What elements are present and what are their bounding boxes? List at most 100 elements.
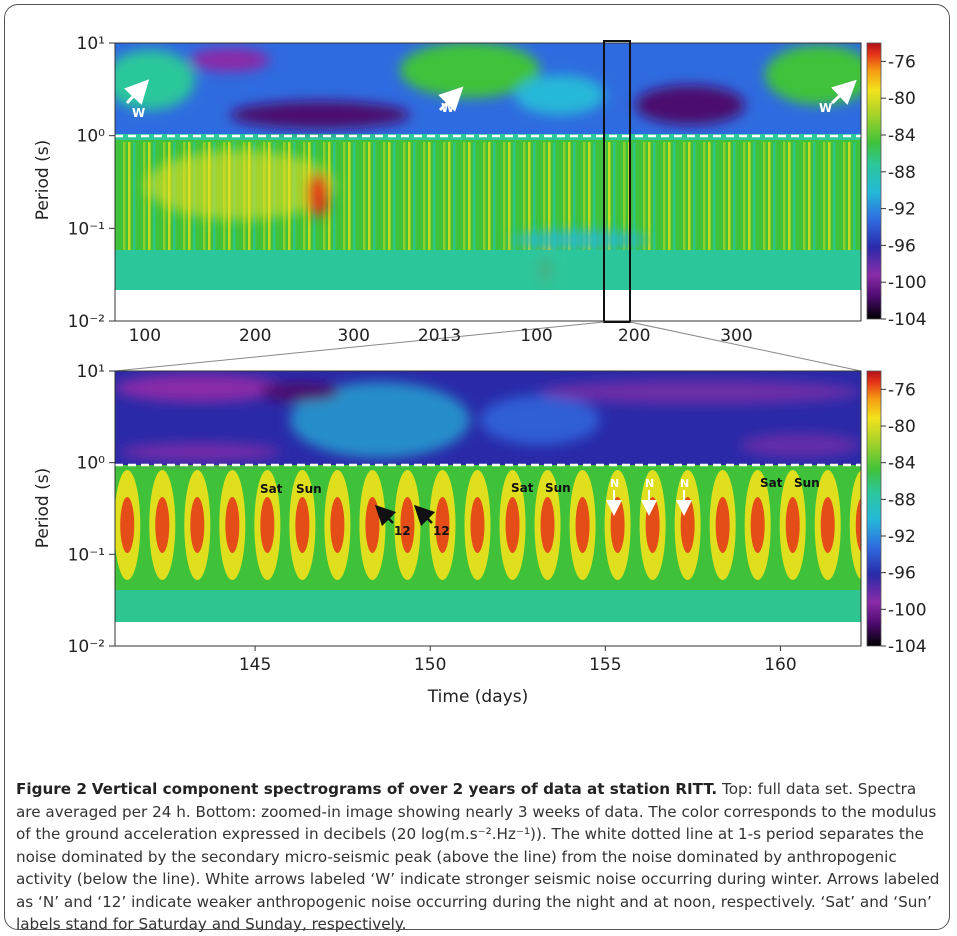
top-cbtick-label-6: -100 — [888, 273, 927, 293]
bottom-day-core — [120, 497, 135, 553]
bottom-cbtick-label-5: -96 — [888, 564, 916, 584]
bottom-ytick-label-2: 10⁻¹ — [68, 545, 105, 565]
zoom-line-left — [114, 321, 605, 372]
top-cbtick-label-5: -96 — [888, 236, 916, 256]
bottom-purple-patch-1 — [115, 374, 285, 402]
top-daily-stripe — [538, 142, 541, 250]
top-purple-patch-2 — [635, 85, 745, 125]
top-xtick-label-0: 100 — [129, 326, 161, 346]
zoom-box — [603, 40, 631, 323]
bottom-colorbar — [866, 370, 882, 647]
sun-label-1: Sun — [296, 482, 322, 496]
bottom-day-core — [575, 497, 590, 553]
bottom-purple-patch-2 — [260, 382, 340, 402]
top-xtick-label-3: 2013 — [418, 326, 461, 346]
top-daily-stripe — [493, 142, 496, 250]
top-daily-stripe — [793, 142, 796, 250]
top-daily-stripe — [403, 142, 406, 250]
bottom-day-core — [155, 497, 170, 553]
top-cbtick-label-7: -104 — [888, 310, 927, 330]
top-daily-stripe — [433, 142, 436, 250]
top-daily-stripe — [823, 142, 826, 250]
top-daily-stripe — [648, 142, 651, 250]
top-x-ticks: 100 200 300 2013 100 200 300 — [129, 326, 753, 346]
top-daily-stripe — [658, 142, 661, 250]
sun-label-2: Sun — [545, 481, 571, 495]
top-daily-stripe — [348, 142, 351, 250]
top-daily-stripe — [383, 142, 386, 250]
w-arrow-1 — [124, 79, 150, 105]
top-daily-stripe — [828, 142, 831, 250]
bottom-day-core — [190, 497, 205, 553]
top-colorbar — [866, 42, 882, 320]
top-daily-stripe — [618, 142, 621, 250]
top-daily-stripe — [848, 142, 851, 250]
noon-label-2: 12 — [433, 524, 450, 538]
top-daily-stripe — [803, 142, 806, 250]
top-daily-stripe — [553, 142, 556, 250]
top-daily-stripe — [408, 142, 411, 250]
sun-label-3: Sun — [794, 476, 820, 490]
bottom-day-core — [715, 497, 730, 553]
top-daily-stripe — [143, 142, 146, 250]
top-daily-stripe — [333, 142, 336, 250]
top-cbtick-label-3: -88 — [888, 163, 916, 183]
top-ytick-label-3: 10⁻² — [68, 312, 105, 332]
w-label-1: W — [132, 106, 145, 120]
top-daily-stripe — [463, 142, 466, 250]
bottom-xtick-label-1: 150 — [414, 655, 446, 675]
bottom-day-core — [470, 497, 485, 553]
bottom-day-core — [820, 497, 835, 553]
bottom-day-blob — [849, 470, 861, 580]
top-daily-stripe — [753, 142, 756, 250]
top-daily-stripe — [788, 142, 791, 250]
top-daily-stripe — [468, 142, 471, 250]
top-winter-patch-1 — [115, 50, 195, 110]
top-daily-stripe — [858, 142, 861, 250]
bottom-day-core — [680, 497, 695, 553]
top-daily-stripe — [508, 142, 511, 250]
zoom-line-right — [629, 321, 862, 372]
top-daily-stripe — [653, 142, 656, 250]
top-daily-stripe — [353, 142, 356, 250]
top-lower-band — [115, 250, 861, 290]
top-daily-stripe — [633, 142, 636, 250]
top-daily-stripe — [663, 142, 666, 250]
top-daily-stripe — [678, 142, 681, 250]
top-daily-stripe — [423, 142, 426, 250]
top-daily-stripe — [573, 142, 576, 250]
top-purple-patch-1 — [230, 101, 410, 129]
bottom-x-ticks: 145 150 155 160 — [239, 646, 797, 675]
top-daily-stripe — [123, 142, 126, 250]
sat-label-3: Sat — [760, 476, 783, 490]
bottom-day-core — [435, 497, 450, 553]
bottom-day-core — [260, 497, 275, 553]
top-daily-stripe — [763, 142, 766, 250]
bottom-cbtick-label-6: -100 — [888, 600, 927, 620]
top-daily-stripe — [593, 142, 596, 250]
top-daily-stripe — [443, 142, 446, 250]
bottom-day-core — [505, 497, 520, 553]
bottom-day-core — [610, 497, 625, 553]
top-daily-stripe — [528, 142, 531, 250]
top-yellow-patch — [145, 150, 335, 220]
top-daily-stripe — [613, 142, 616, 250]
bottom-ytick-label-1: 10⁰ — [77, 454, 106, 474]
top-daily-stripe — [438, 142, 441, 250]
bottom-xtick-label-3: 160 — [764, 655, 796, 675]
top-daily-stripe — [483, 142, 486, 250]
w-label-2: W — [441, 101, 454, 115]
top-daily-stripe — [608, 142, 611, 250]
top-daily-stripe — [473, 142, 476, 250]
bottom-cbtick-label-2: -84 — [888, 454, 916, 474]
noon-arrow-1 — [374, 504, 397, 527]
top-daily-stripe — [783, 142, 786, 250]
figure-caption: Figure 2 Vertical component spectrograms… — [16, 778, 941, 936]
bottom-day-core — [365, 497, 380, 553]
top-daily-stripe — [623, 142, 626, 250]
top-daily-stripe — [708, 142, 711, 250]
bottom-ylabel: Period (s) — [33, 468, 53, 549]
top-daily-stripe — [418, 142, 421, 250]
top-daily-stripe — [583, 142, 586, 250]
night-label-1: N — [610, 477, 619, 490]
